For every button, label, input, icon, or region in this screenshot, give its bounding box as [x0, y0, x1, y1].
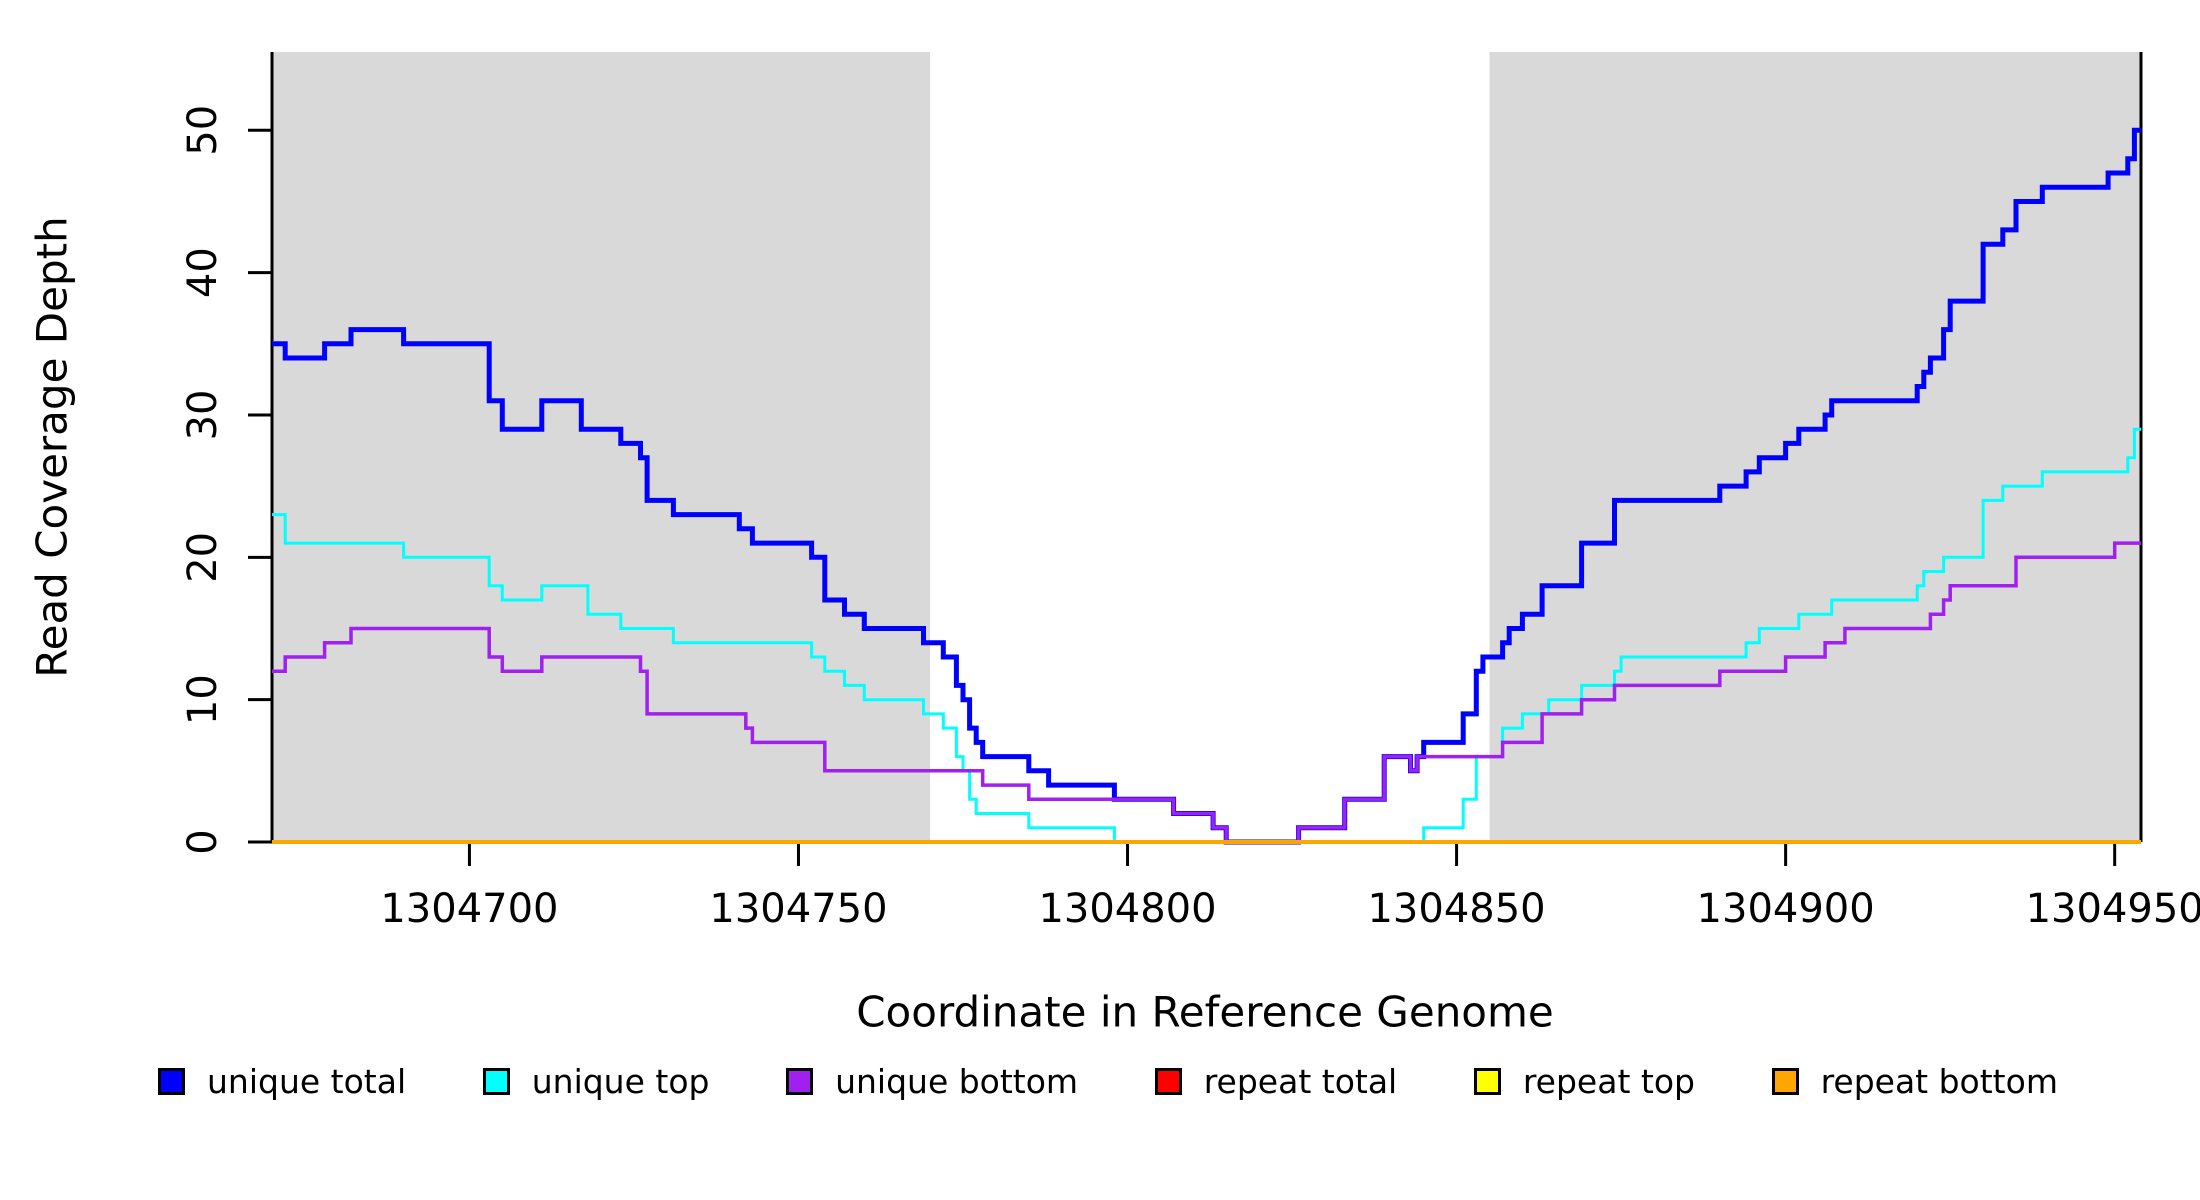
x-tick-label: 1304950 — [2026, 886, 2200, 932]
legend-label: repeat top — [1522, 1062, 1695, 1101]
legend-label: unique bottom — [835, 1062, 1079, 1101]
y-tick-label: 40 — [180, 247, 226, 298]
legend-swatch-icon — [1473, 1068, 1501, 1095]
legend-item-repeat-top: repeat top — [1473, 1062, 1695, 1101]
legend-label: unique total — [207, 1062, 407, 1101]
shaded-region-right — [1489, 52, 2141, 842]
legend-swatch-icon — [1771, 1068, 1799, 1095]
y-tick-label: 20 — [180, 532, 226, 583]
legend-swatch-icon — [482, 1068, 510, 1095]
legend-swatch-icon — [1154, 1068, 1182, 1095]
x-tick-label: 1304700 — [380, 886, 558, 932]
legend-item-unique-top: unique top — [482, 1062, 710, 1101]
series-unique-bottom — [272, 541, 2141, 844]
x-tick-label: 1304750 — [709, 886, 887, 932]
series-unique-top — [272, 427, 2141, 844]
x-tick-label: 1304800 — [1038, 886, 1216, 932]
y-tick-label: 50 — [180, 105, 226, 156]
y-axis-title: Read Coverage Depth — [27, 216, 77, 678]
legend-swatch-icon — [158, 1068, 185, 1095]
legend-label: repeat bottom — [1820, 1062, 2058, 1101]
x-tick-label: 1304850 — [1367, 886, 1545, 932]
legend-item-unique-bottom: unique bottom — [786, 1062, 1078, 1101]
legend: unique total unique top unique bottom repea… — [158, 1062, 2058, 1101]
legend-swatch-icon — [786, 1068, 814, 1095]
x-axis-title: Coordinate in Reference Genome — [856, 987, 1554, 1037]
y-tick-label: 30 — [180, 390, 226, 441]
legend-item-repeat-bottom: repeat bottom — [1771, 1062, 2058, 1101]
y-tick-label: 0 — [180, 829, 226, 854]
legend-label: repeat total — [1203, 1062, 1398, 1101]
y-tick-label: 10 — [180, 674, 226, 725]
legend-item-unique-total: unique total — [158, 1062, 406, 1101]
x-tick-label: 1304900 — [1697, 886, 1875, 932]
legend-label: unique top — [531, 1062, 710, 1101]
shaded-region-left — [272, 52, 931, 842]
legend-item-repeat-total: repeat total — [1154, 1062, 1398, 1101]
